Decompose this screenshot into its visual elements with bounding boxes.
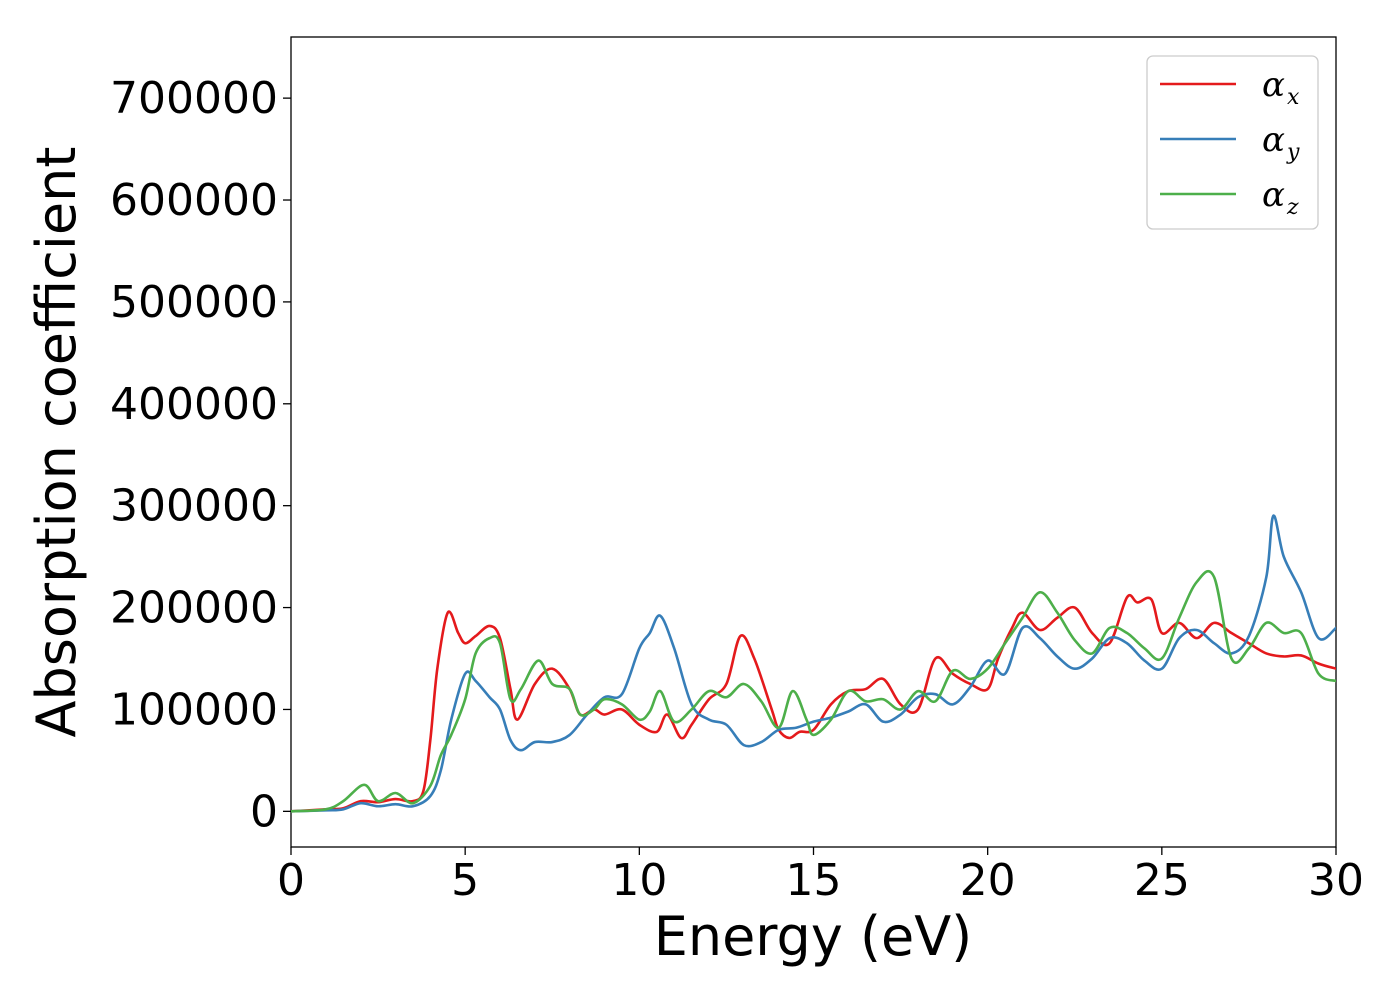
x-tick-label: 0 [277, 855, 305, 906]
y-axis-label: Absorption coefficient [25, 147, 88, 738]
y-axis: 0 100000 200000 300000 400000 500000 600000 700… [110, 73, 291, 837]
x-tick-label: 5 [451, 855, 479, 906]
legend-box [1146, 55, 1319, 230]
legend-label-base: α [1262, 65, 1285, 105]
x-tick-label: 15 [786, 855, 842, 906]
series-line-z [291, 569, 1336, 813]
y-tick-label: 0 [250, 786, 278, 837]
x-tick-label: 10 [611, 855, 667, 906]
y-tick-label: 600000 [110, 175, 278, 226]
x-tick-label: 30 [1308, 855, 1364, 906]
y-tick-label: 100000 [110, 684, 278, 735]
legend-label-y: αy [1262, 120, 1300, 165]
legend-label-x: αx [1262, 65, 1300, 110]
y-tick-label: 200000 [110, 583, 278, 634]
y-tick-label: 300000 [110, 481, 278, 532]
y-tick-label: 700000 [110, 73, 278, 124]
legend-label-subscript: y [1286, 140, 1300, 165]
legend-label-z: αz [1262, 175, 1299, 220]
legend-label-base: α [1262, 175, 1285, 215]
x-axis-label: Energy (eV) [654, 905, 973, 968]
series-layer [291, 514, 1336, 813]
legend-label-subscript: z [1286, 195, 1299, 220]
x-tick-label: 20 [960, 855, 1016, 906]
legend-label-subscript: x [1287, 85, 1300, 110]
legend-label-base: α [1262, 120, 1285, 160]
y-tick-label: 400000 [110, 379, 278, 430]
series-line-y [291, 514, 1336, 813]
x-axis: 0 5 10 15 20 25 30 [277, 847, 1364, 906]
x-tick-label: 25 [1134, 855, 1190, 906]
y-tick-label: 500000 [110, 277, 278, 328]
